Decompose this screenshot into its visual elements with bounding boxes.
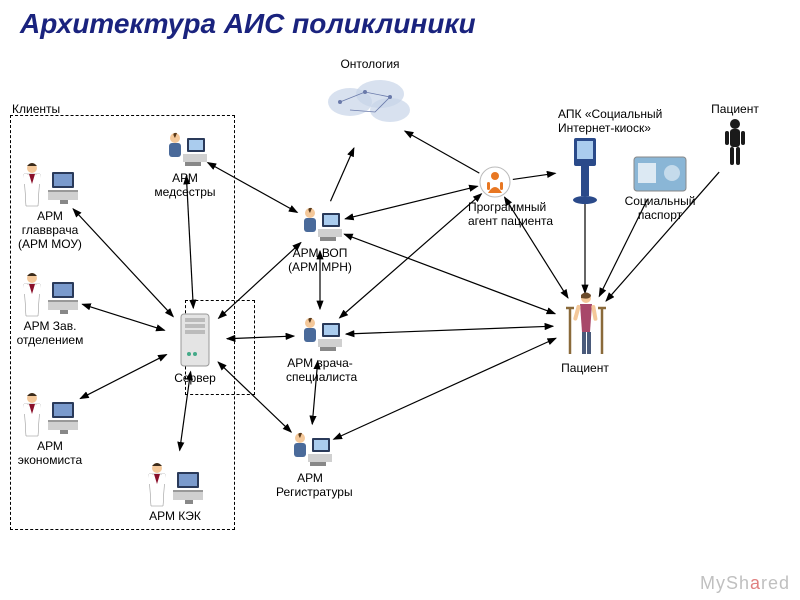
- node-label: Программный агент пациента: [468, 201, 522, 229]
- workstation-icon: [161, 130, 209, 170]
- server-icon: [175, 310, 215, 370]
- node-patient_main: Пациент: [550, 290, 620, 376]
- edge-arm_vop-patient_main: [344, 234, 555, 314]
- node-label: Онтология: [310, 58, 430, 72]
- node-label: АРМ врача- специалиста: [286, 357, 354, 385]
- node-label: АРМ КЭК: [133, 510, 217, 524]
- node-label: АПК «Социальный Интернет-киоск»: [558, 108, 612, 136]
- node-arm_vop: АРМ ВОП (АРМ МРН): [286, 205, 354, 275]
- doctor-pc-icon: [18, 390, 82, 438]
- person-icon: [721, 117, 749, 167]
- node-arm_econ: АРМ экономиста: [8, 390, 92, 468]
- ontology-icon: [320, 72, 420, 127]
- node-label: Социальный паспорт: [622, 195, 698, 223]
- node-patient_top: Пациент: [711, 101, 759, 167]
- node-agent: Программный агент пациента: [468, 165, 522, 229]
- workstation-icon: [286, 430, 334, 470]
- workstation-icon: [296, 315, 344, 355]
- node-label: Сервер: [165, 372, 225, 386]
- node-arm_nurse: АРМ медсестры: [151, 130, 219, 200]
- kiosk-icon: [568, 136, 602, 206]
- node-arm_head: АРМ Зав. отделением: [8, 270, 92, 348]
- node-label: АРМ главврача (АРМ МОУ): [8, 210, 92, 251]
- diagram-canvas: Клиенты АРМ медсестры АРМ главврача (АРМ…: [0, 60, 800, 580]
- node-arm_chief: АРМ главврача (АРМ МОУ): [8, 160, 92, 251]
- node-passport: Социальный паспорт: [622, 155, 698, 223]
- node-ontology: Онтология: [310, 56, 430, 127]
- clients-label: Клиенты: [12, 102, 60, 116]
- page-title: Архитектура АИС поликлиники: [20, 8, 476, 40]
- node-label: АРМ Регистратуры: [276, 472, 344, 500]
- doctor-pc-icon: [18, 160, 82, 208]
- doctor-pc-icon: [143, 460, 207, 508]
- patient-icon: [560, 290, 610, 360]
- node-label: АРМ медсестры: [151, 172, 219, 200]
- node-label: АРМ экономиста: [8, 440, 92, 468]
- watermark: MyShared: [700, 573, 790, 594]
- agent-icon: [478, 165, 512, 199]
- edge-arm_reg-patient_main: [334, 338, 556, 439]
- passport-icon: [632, 155, 688, 193]
- edge-arm_spec-patient_main: [346, 326, 553, 334]
- workstation-icon: [296, 205, 344, 245]
- edge-arm_spec-agent: [340, 194, 482, 318]
- node-label: АРМ ВОП (АРМ МРН): [286, 247, 354, 275]
- node-kiosk: АПК «Социальный Интернет-киоск»: [558, 106, 612, 206]
- edge-arm_vop-agent: [345, 186, 477, 219]
- node-label: АРМ Зав. отделением: [8, 320, 92, 348]
- node-arm_reg: АРМ Регистратуры: [276, 430, 344, 500]
- node-arm_kek: АРМ КЭК: [133, 460, 217, 524]
- node-arm_spec: АРМ врача- специалиста: [286, 315, 354, 385]
- doctor-pc-icon: [18, 270, 82, 318]
- node-label: Пациент: [550, 362, 620, 376]
- node-server: Сервер: [165, 310, 225, 386]
- node-label: Пациент: [711, 103, 759, 117]
- edge-arm_vop-ontology: [330, 148, 353, 201]
